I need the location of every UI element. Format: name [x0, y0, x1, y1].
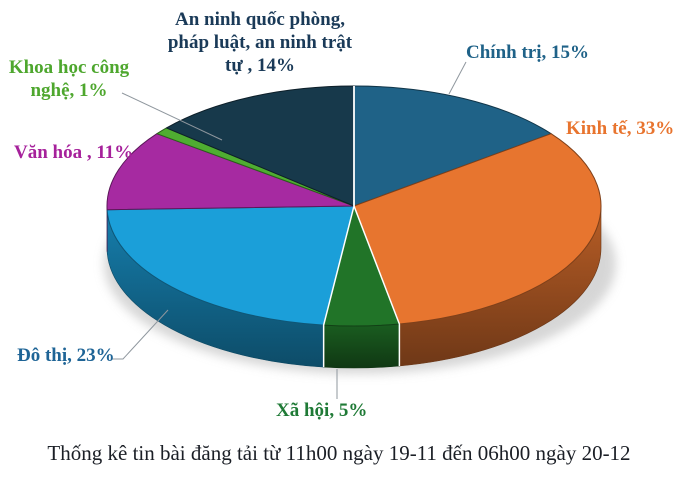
pie-slice-chinh-tri: [353, 85, 552, 207]
slice-label-khoa-hoc-cong-nghe: Khoa học công nghệ, 1%: [8, 57, 130, 101]
slice-label-an-ninh: An ninh quốc phòng, pháp luật, an ninh t…: [167, 9, 353, 76]
slice-label-kinh-te: Kinh tế, 33%: [566, 118, 675, 139]
chart-caption: Thống kê tin bài đăng tải từ 11h00 ngày …: [47, 441, 631, 465]
slice-gap-xa-hoi-0: [353, 205, 401, 366]
leader-do-thi: [112, 309, 169, 360]
slice-label-xa-hoi: Xã hội, 5%: [276, 400, 368, 421]
leader-khcn: [121, 92, 223, 141]
slice-label-chinh-tri: Chính trị, 15%: [466, 42, 589, 63]
pie-slice-side-xa-hoi: [323, 323, 400, 369]
leader-chinh-tri: [448, 61, 467, 95]
pie-slice-do-thi: [106, 205, 355, 326]
slice-label-van-hoa: Văn hóa , 11%: [14, 142, 134, 163]
pie-slice-van-hoa: [106, 133, 355, 211]
pie-slice-kinh-te: [353, 133, 602, 325]
pie-slice-an-ninh: [165, 85, 355, 207]
slice-label-do-thi: Đô thị, 23%: [17, 345, 115, 366]
slice-gap-xa-hoi-1: [322, 205, 355, 368]
